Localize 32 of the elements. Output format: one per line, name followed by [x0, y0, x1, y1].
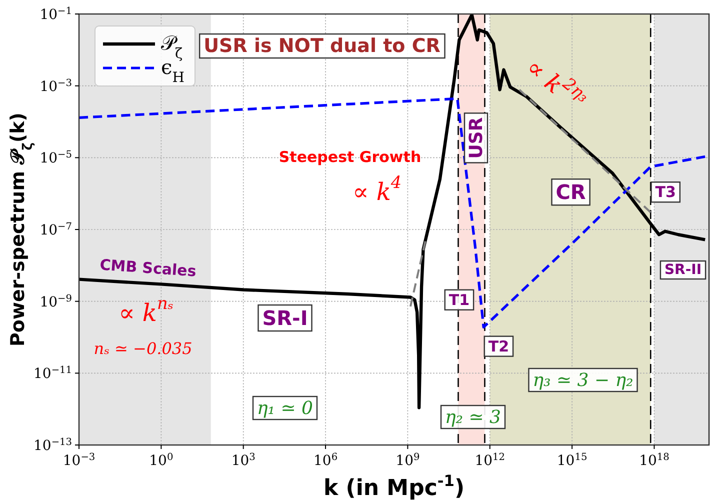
annotation: T2 — [488, 337, 510, 356]
x-tick-label: 10$^{12}$ — [474, 452, 506, 469]
annotation: η₂ ≃ 3 — [445, 406, 501, 428]
y-tick-label: 10$^{−3}$ — [40, 77, 72, 95]
y-tick-label: 10$^{−1}$ — [40, 6, 72, 23]
x-tick-label: 10$^{9}$ — [396, 452, 420, 469]
x-tick-label: 10$^{6}$ — [313, 452, 338, 469]
x-tick-label: 10$^{0}$ — [149, 452, 174, 469]
y-tick-label: 10$^{−9}$ — [40, 292, 72, 310]
annotation: η₁ ≃ 0 — [257, 398, 313, 418]
x-tick-label: 10$^{15}$ — [556, 452, 588, 469]
annotation: CR — [556, 180, 586, 204]
x-tick-label: 10$^{−3}$ — [62, 452, 96, 469]
annotation: ∝ k$^{4}$ — [352, 172, 402, 206]
y-tick-label: 10$^{−5}$ — [40, 149, 72, 167]
y-tick-label: 10$^{−7}$ — [40, 221, 72, 238]
annotation: T3 — [655, 183, 676, 202]
annotation: nₛ ≃ −0.035 — [94, 338, 192, 358]
x-axis-title: k (in Mpc$^{-1}$) — [323, 472, 465, 501]
annotation: Steepest Growth — [278, 148, 422, 166]
annotation: SR-I — [262, 306, 308, 330]
x-tick-label: 10$^{18}$ — [639, 452, 670, 469]
annotation: USR is NOT dual to CR — [204, 35, 441, 57]
x-tick-label: 10$^{3}$ — [231, 452, 256, 469]
y-tick-label: 10$^{−13}$ — [33, 436, 72, 454]
annotation: SR-II — [664, 262, 702, 278]
y-tick-label: 10$^{−11}$ — [33, 364, 72, 382]
annotation: USR — [466, 117, 486, 159]
annotation: η₃ ≃ 3 − η₂ — [532, 370, 634, 390]
annotation: T1 — [448, 290, 470, 309]
annotation: ∝ k$^{nₛ}$ — [118, 293, 174, 327]
annotation: CMB Scales — [99, 256, 197, 280]
